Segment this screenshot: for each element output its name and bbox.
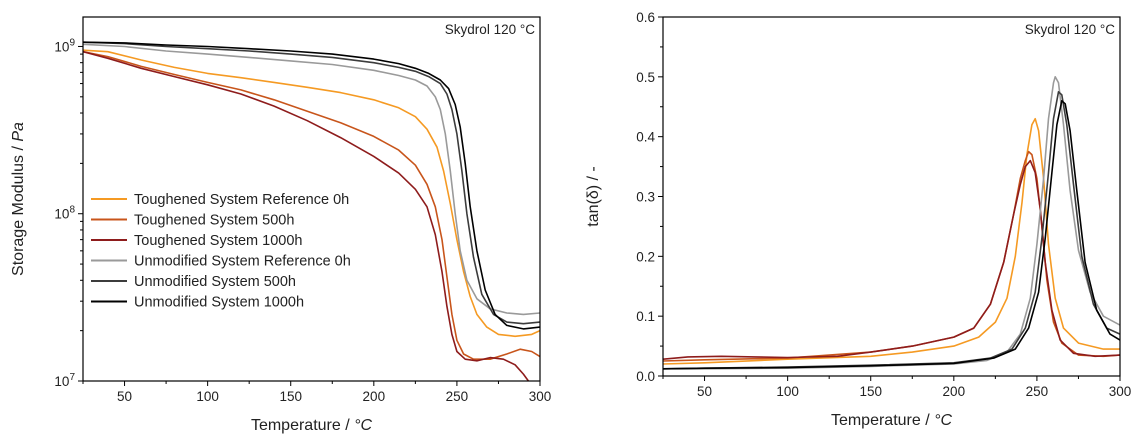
x-axis-title-text: Temperature / [251,417,354,434]
y-tick-label: 0.3 [636,190,655,205]
x-tick-label: 150 [279,389,302,404]
x-tick-label: 200 [943,384,966,399]
y-tick-base: 10 [54,207,69,222]
x-axis-unit: °C [354,417,372,434]
y-tick-label: 0.2 [636,249,655,264]
x-tick-label: 50 [697,384,712,399]
x-tick-label: 100 [776,384,799,399]
legend-label: Toughened System Reference 0h [134,192,349,208]
legend-label: Toughened System 1000h [134,233,303,249]
y-axis-unit: Pa [10,122,27,142]
series-line-1 [83,49,540,338]
legend-label: Unmodified System 500h [134,274,296,290]
storage-modulus-chart: 50 100 150 200 250 300 107 108 109 Skydrol 120 °C… [0,0,570,441]
y-tick-base: 10 [54,374,69,389]
series-line-6 [83,41,540,330]
legend-label: Unmodified System 1000h [134,295,304,311]
y-axis-title-text: Storage Modulus / [10,142,27,276]
condition-annotation: Skydrol 120 °C [445,22,535,37]
y-axis-title: Storage Modulus / Pa [10,122,27,276]
series-line-5 [83,41,540,325]
x-tick-label: 250 [446,389,469,404]
y-tick-exponent: 9 [69,37,75,48]
y-tick-label: 109 [54,37,75,54]
series-line-1 [663,117,1120,365]
x-axis-title-text: Temperature / [831,412,934,429]
plot-frame [82,16,541,382]
series-line-2 [83,50,540,360]
y-tick-label: 0.4 [636,130,655,145]
series-line-3 [663,159,1120,360]
x-axis-title: Temperature / °C [831,412,953,429]
y-tick-label: 0.6 [636,10,655,25]
tan-delta-chart: 50 100 150 200 250 300 0.0 0.1 0.2 0.3 0.4 0.5 0.6 Sk… [570,0,1141,441]
y-tick-base: 10 [54,39,69,54]
x-tick-label: 50 [117,389,132,404]
x-tick-label: 300 [529,389,552,404]
y-tick-label: 107 [54,372,75,389]
y-tick-exponent: 8 [69,205,75,216]
y-tick-label: 108 [54,205,75,222]
y-tick-label: 0.0 [636,369,655,384]
x-axis-title: Temperature / °C [251,417,373,434]
x-tick-label: 200 [363,389,386,404]
y-tick-label: 0.1 [636,309,655,324]
legend-label: Unmodified System Reference 0h [134,254,351,270]
series-line-5 [663,91,1120,370]
x-tick-label: 100 [196,389,219,404]
x-tick-label: 300 [1109,384,1132,399]
y-axis-title-text: tan(δ) / - [585,166,602,226]
legend: Toughened System Reference 0h Toughened S… [91,192,351,311]
series-line-4 [83,43,540,316]
x-tick-label: 150 [859,384,882,399]
condition-annotation: Skydrol 120 °C [1025,22,1115,37]
x-axis-unit: °C [934,412,952,429]
y-tick-exponent: 7 [69,372,75,383]
tan-delta-plot: 50 100 150 200 250 300 0.0 0.1 0.2 0.3 0.4 0.5 0.6 Sk… [585,10,1132,429]
series-line-3 [83,50,530,381]
legend-label: Toughened System 500h [134,213,294,229]
x-tick-label: 250 [1026,384,1049,399]
y-axis-title: tan(δ) / - [585,166,602,226]
series-line-6 [663,100,1120,370]
plot-frame [662,16,1121,377]
series-line-4 [663,76,1120,370]
y-tick-label: 0.5 [636,70,655,85]
